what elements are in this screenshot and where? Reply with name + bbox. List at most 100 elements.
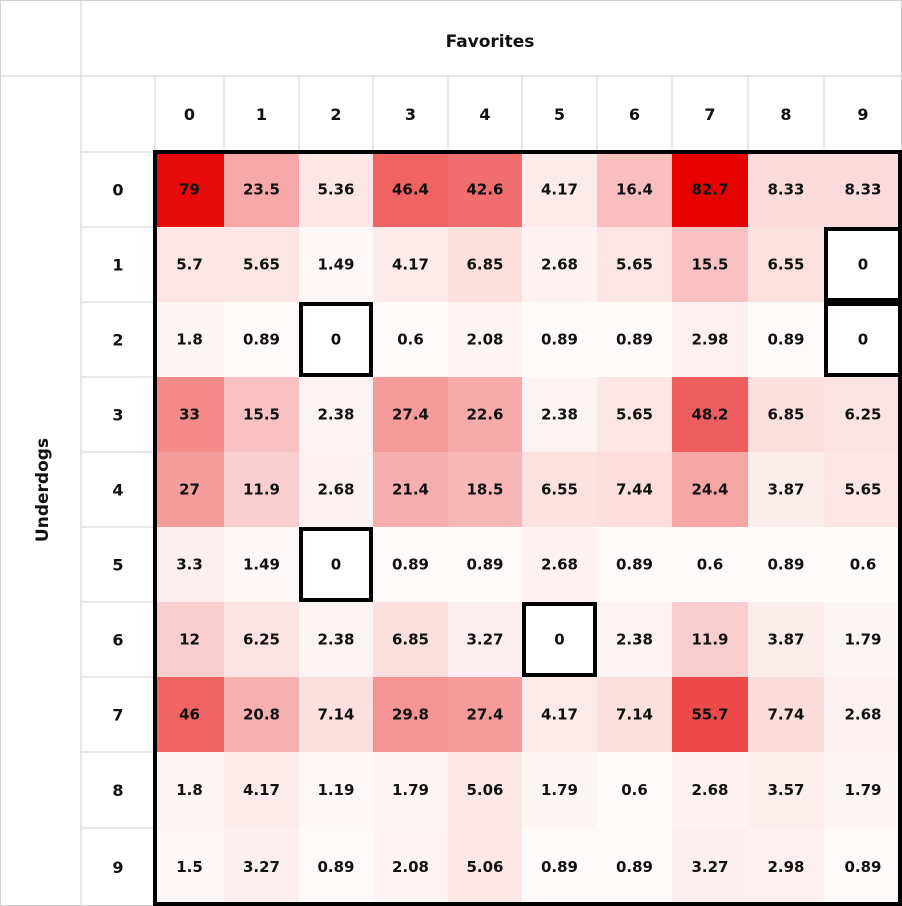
x-tick-label: 0 xyxy=(184,105,195,124)
cell-value-label: 2.98 xyxy=(691,331,728,349)
cell-value-label: 0 xyxy=(554,631,564,649)
heatmap-cell xyxy=(448,828,522,906)
cell-value-label: 7.14 xyxy=(317,706,354,724)
cell-value-label: 1.8 xyxy=(176,781,203,799)
cell-value-label: 2.68 xyxy=(317,481,354,499)
heatmap-cell xyxy=(155,828,224,906)
heatmap-cell xyxy=(597,527,672,602)
heatmap-cell xyxy=(448,752,522,828)
cell-value-label: 4.17 xyxy=(392,256,429,274)
heatmap-cell xyxy=(299,752,373,828)
cell-value-label: 3.87 xyxy=(767,631,804,649)
x-tick-labels: 0 1 2 3 4 5 6 7 8 9 xyxy=(184,105,869,124)
heatmap-cell xyxy=(224,452,299,527)
cell-value-label: 6.85 xyxy=(767,406,804,424)
heatmap-cell xyxy=(224,752,299,828)
cell-value-label: 2.68 xyxy=(541,256,578,274)
heatmap-cell xyxy=(824,152,902,227)
cell-value-label: 0 xyxy=(331,556,341,574)
heatmap-cell xyxy=(224,377,299,452)
cell-value-label: 22.6 xyxy=(466,406,503,424)
cell-value-label: 82.7 xyxy=(691,181,728,199)
heatmap-cell xyxy=(224,602,299,677)
cell-value-label: 0 xyxy=(331,331,341,349)
heatmap-cell xyxy=(155,527,224,602)
cell-value-label: 0.89 xyxy=(317,858,354,876)
cell-value-label: 2.08 xyxy=(392,858,429,876)
heatmap-cell xyxy=(373,452,448,527)
cell-value-label: 16.4 xyxy=(616,181,653,199)
heatmap-cell xyxy=(224,302,299,377)
y-tick-label: 5 xyxy=(112,556,123,575)
x-tick-label: 4 xyxy=(479,105,490,124)
cell-value-label: 6.85 xyxy=(392,631,429,649)
heatmap-cell xyxy=(748,227,824,302)
cell-value-label: 1.19 xyxy=(317,781,354,799)
heatmap-cell xyxy=(672,302,748,377)
heatmap-cell xyxy=(522,227,597,302)
heatmap-cell xyxy=(672,452,748,527)
heatmap-cell xyxy=(299,302,373,377)
cell-value-label: 42.6 xyxy=(466,181,503,199)
heatmap-cell xyxy=(672,828,748,906)
cell-value-label: 7.44 xyxy=(616,481,653,499)
x-tick-label: 8 xyxy=(780,105,791,124)
cell-value-label: 4.17 xyxy=(541,181,578,199)
heatmap-cell xyxy=(155,377,224,452)
cell-value-label: 2.68 xyxy=(541,556,578,574)
y-tick-label: 6 xyxy=(112,631,123,650)
cell-value-label: 5.7 xyxy=(176,256,203,274)
heatmap-cell xyxy=(299,227,373,302)
cell-value-label: 6.25 xyxy=(243,631,280,649)
zero-cell-outline xyxy=(299,302,373,377)
cell-value-label: 6.85 xyxy=(466,256,503,274)
cell-value-label: 27.4 xyxy=(392,406,429,424)
cell-value-label: 0.89 xyxy=(844,858,881,876)
cell-value-label: 0.89 xyxy=(541,858,578,876)
zero-cell-outline xyxy=(522,602,597,677)
cell-value-label: 12 xyxy=(179,631,200,649)
heatmap-cell xyxy=(824,677,902,752)
cell-value-label: 18.5 xyxy=(466,481,503,499)
heatmap-cell xyxy=(299,152,373,227)
heatmap-cell xyxy=(373,527,448,602)
heatmap-cell xyxy=(748,377,824,452)
cell-value-label: 5.65 xyxy=(616,256,653,274)
cell-value-label: 1.8 xyxy=(176,331,203,349)
heatmap-cell xyxy=(597,677,672,752)
heatmap-cell xyxy=(824,377,902,452)
cell-value-label: 3.27 xyxy=(466,631,503,649)
heatmap-cell xyxy=(748,302,824,377)
heatmap-cell xyxy=(224,152,299,227)
cell-value-label: 2.98 xyxy=(767,858,804,876)
heatmap-cell xyxy=(373,377,448,452)
cell-value-label: 27.4 xyxy=(466,706,503,724)
cell-value-label: 0.89 xyxy=(767,331,804,349)
cell-value-label: 24.4 xyxy=(691,481,728,499)
cell-value-label: 79 xyxy=(179,181,200,199)
y-tick-label: 9 xyxy=(112,858,123,877)
heatmap-cell xyxy=(672,152,748,227)
cell-value-label: 0.89 xyxy=(616,556,653,574)
cell-value-label: 5.65 xyxy=(844,481,881,499)
cell-value-label: 8.33 xyxy=(767,181,804,199)
heatmap-cell xyxy=(522,152,597,227)
heatmap-cell xyxy=(299,677,373,752)
cell-value-label: 5.06 xyxy=(466,858,503,876)
heatmap-cell xyxy=(522,302,597,377)
cell-value-label: 33 xyxy=(179,406,200,424)
cell-value-label: 15.5 xyxy=(243,406,280,424)
cell-value-label: 0.89 xyxy=(243,331,280,349)
cell-value-label: 0 xyxy=(858,331,868,349)
heatmap-cell xyxy=(224,527,299,602)
x-axis-title-favorites: Favorites xyxy=(446,32,535,52)
heatmap-cell xyxy=(672,602,748,677)
heatmap-cell xyxy=(299,452,373,527)
cell-value-label: 1.5 xyxy=(176,858,203,876)
cell-value-label: 6.55 xyxy=(541,481,578,499)
heatmap-cell xyxy=(373,227,448,302)
cell-value-label: 4.17 xyxy=(541,706,578,724)
heatmap-cell xyxy=(748,752,824,828)
y-tick-label: 8 xyxy=(112,781,123,800)
